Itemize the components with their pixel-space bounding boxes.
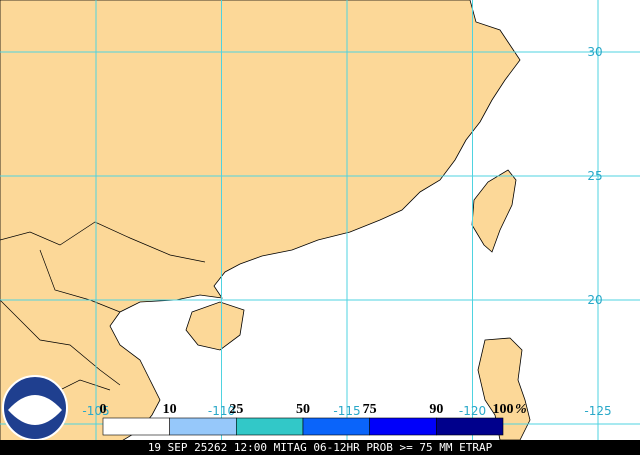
- lon-label: -110: [208, 404, 235, 418]
- lon-label: -105: [82, 404, 109, 418]
- lon-label: -120: [459, 404, 486, 418]
- legend-tick-label: 75: [363, 402, 377, 417]
- hainan: [185, 301, 245, 351]
- borders: [0, 221, 206, 396]
- luzon: [477, 337, 531, 441]
- legend-tick-label: 50: [296, 402, 310, 417]
- lat-label: 25: [587, 169, 602, 183]
- lon-label: -115: [333, 404, 360, 418]
- mainland: [0, 0, 521, 455]
- lon-label: -125: [584, 404, 611, 418]
- footer-text: 19 SEP 25262 12:00 MITAG 06-12HR PROB >=…: [148, 441, 493, 454]
- legend-tick-label: 25: [229, 402, 243, 417]
- legend-tick-label: 0: [100, 402, 107, 417]
- legend-swatch: [236, 417, 304, 436]
- legend-swatch: [169, 417, 237, 436]
- legend-unit: %: [515, 402, 527, 417]
- noaa-logo-bird: [8, 395, 62, 425]
- legend-tick-label: 100: [493, 402, 514, 417]
- legend-tick-label: 90: [429, 402, 443, 417]
- lat-label: 20: [587, 293, 602, 307]
- taiwan: [471, 169, 517, 253]
- legend-swatch: [436, 417, 504, 436]
- legend-swatch: [369, 417, 437, 436]
- legend: 0 10 25 50 75 90 100%: [100, 402, 527, 436]
- lat-label: 30: [587, 45, 602, 59]
- legend-swatch: [102, 417, 170, 436]
- footer-bar: [0, 440, 640, 455]
- grid: -105 -110 -115 -120 -125 30 25 20: [0, 0, 640, 440]
- legend-tick-label: 10: [163, 402, 177, 417]
- legend-swatch: [302, 417, 370, 436]
